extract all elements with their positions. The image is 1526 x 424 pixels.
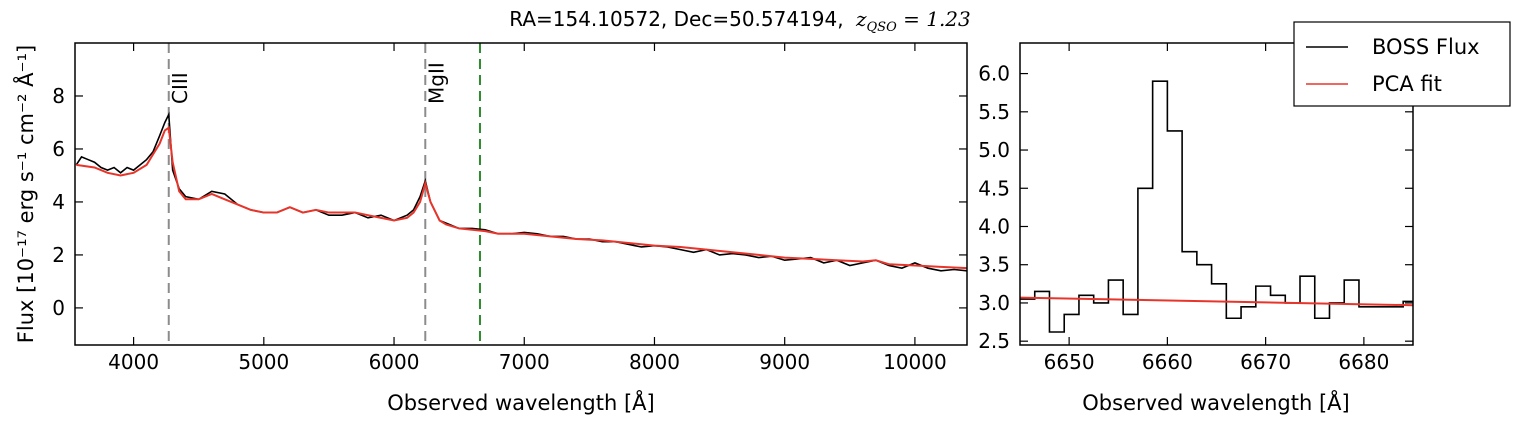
x-tick-label: 6650	[1044, 350, 1095, 374]
y-tick-label: 2	[52, 243, 65, 267]
title-z-subscript: QSO	[867, 20, 898, 35]
emission-line-label-mgii: MgII	[424, 62, 448, 104]
legend-box	[1293, 21, 1511, 107]
title-z-value: = 1.23	[897, 7, 971, 31]
main-axis-ticks: 4000 5000 6000 7000 8000 9000 10000 0 2 4 6 8	[52, 43, 967, 374]
legend-label-pca-fit: PCA fit	[1372, 72, 1442, 96]
x-tick-label: 8000	[629, 350, 680, 374]
y-tick-label: 4.0	[978, 214, 1010, 238]
zoom-plot-frame	[1019, 42, 1414, 346]
x-tick-label: 6680	[1338, 350, 1389, 374]
x-tick-label: 9000	[759, 350, 810, 374]
zoom-series-group	[1020, 80, 1413, 333]
emission-line-markers: CIII MgII	[167, 43, 481, 345]
x-tick-label: 4000	[108, 350, 159, 374]
zoom-panel: 6650 6660 6670 6680 2.5 3.0 3.5 4.0 4.5 5.0 5.5 6.0…	[978, 42, 1414, 415]
boss-flux-line	[75, 111, 967, 272]
x-tick-label: 6000	[369, 350, 420, 374]
legend-label-boss-flux: BOSS Flux	[1372, 35, 1480, 59]
spectrum-series-group	[75, 111, 967, 272]
pca-fit-line	[76, 126, 967, 270]
y-tick-label: 4	[52, 190, 65, 214]
main-plot-frame	[74, 42, 968, 346]
y-tick-label: 5.5	[978, 100, 1010, 124]
pca-fit-line	[1020, 296, 1413, 307]
main-y-axis-label: Flux [10⁻¹⁷ erg s⁻¹ cm⁻² Å⁻¹]	[12, 45, 38, 343]
chart-title: RA=154.10572, Dec=50.574194, zQSO = 1.23	[509, 7, 971, 35]
x-tick-label: 5000	[238, 350, 289, 374]
x-tick-label: 6670	[1240, 350, 1291, 374]
zoom-axis-ticks: 6650 6660 6670 6680 2.5 3.0 3.5 4.0 4.5 5.0 5.5 6.0	[978, 43, 1413, 374]
y-tick-label: 4.5	[978, 176, 1010, 200]
y-tick-label: 5.0	[978, 138, 1010, 162]
emission-line-label-ciii: CIII	[168, 72, 192, 104]
x-tick-label: 10000	[883, 350, 947, 374]
zoom-x-axis-label: Observed wavelength [Å]	[1082, 389, 1349, 415]
x-tick-label: 6660	[1142, 350, 1193, 374]
title-coords: RA=154.10572, Dec=50.574194,	[509, 7, 843, 31]
y-tick-label: 8	[52, 84, 65, 108]
y-tick-label: 2.5	[978, 329, 1010, 353]
main-x-axis-label: Observed wavelength [Å]	[387, 389, 654, 415]
y-tick-label: 6.0	[978, 62, 1010, 86]
title-z-label: z	[855, 7, 867, 31]
y-tick-label: 3.5	[978, 253, 1010, 277]
y-tick-label: 0	[52, 296, 65, 320]
boss-flux-line	[1020, 80, 1413, 333]
y-tick-label: 6	[52, 137, 65, 161]
x-tick-label: 7000	[499, 350, 550, 374]
main-spectrum-panel: CIII MgII 4000 5000 6000 7000 8000 9000 10000 0 2…	[12, 42, 968, 415]
legend: BOSS Flux PCA fit	[1293, 21, 1511, 107]
y-tick-label: 3.0	[978, 291, 1010, 315]
